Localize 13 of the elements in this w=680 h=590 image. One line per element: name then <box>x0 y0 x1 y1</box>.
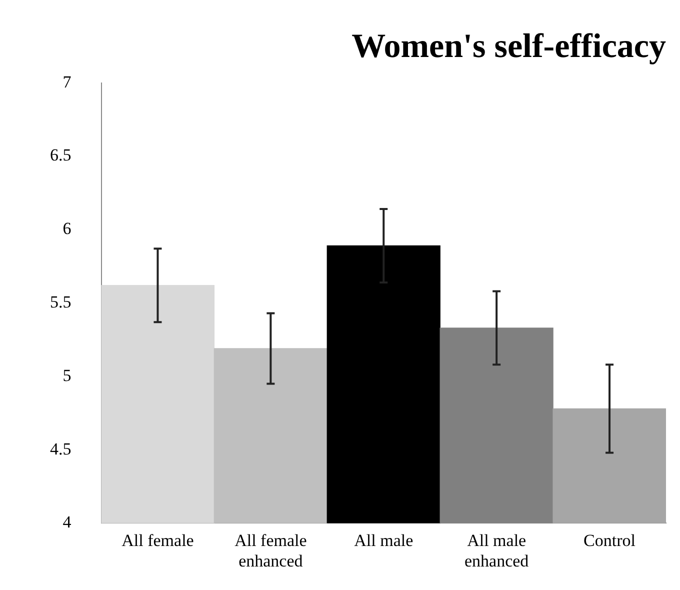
x-tick-label: All male enhanced <box>464 530 530 570</box>
y-tick-label: 5.5 <box>50 292 72 312</box>
y-tick-label: 7 <box>62 72 72 92</box>
y-tick-label: 4.5 <box>50 439 72 458</box>
y-tick-label: 4 <box>62 512 72 532</box>
x-tick-label: Control <box>584 530 636 550</box>
y-tick-label: 6 <box>62 219 72 238</box>
x-tick-label: All female enhanced <box>234 530 307 570</box>
y-tick-label: 5 <box>62 366 72 385</box>
x-tick-label: All male <box>354 530 414 550</box>
y-tick-label: 6.5 <box>50 146 72 165</box>
chart-title: Women's self-efficacy <box>352 28 666 66</box>
x-tick-label: All female <box>122 530 194 550</box>
